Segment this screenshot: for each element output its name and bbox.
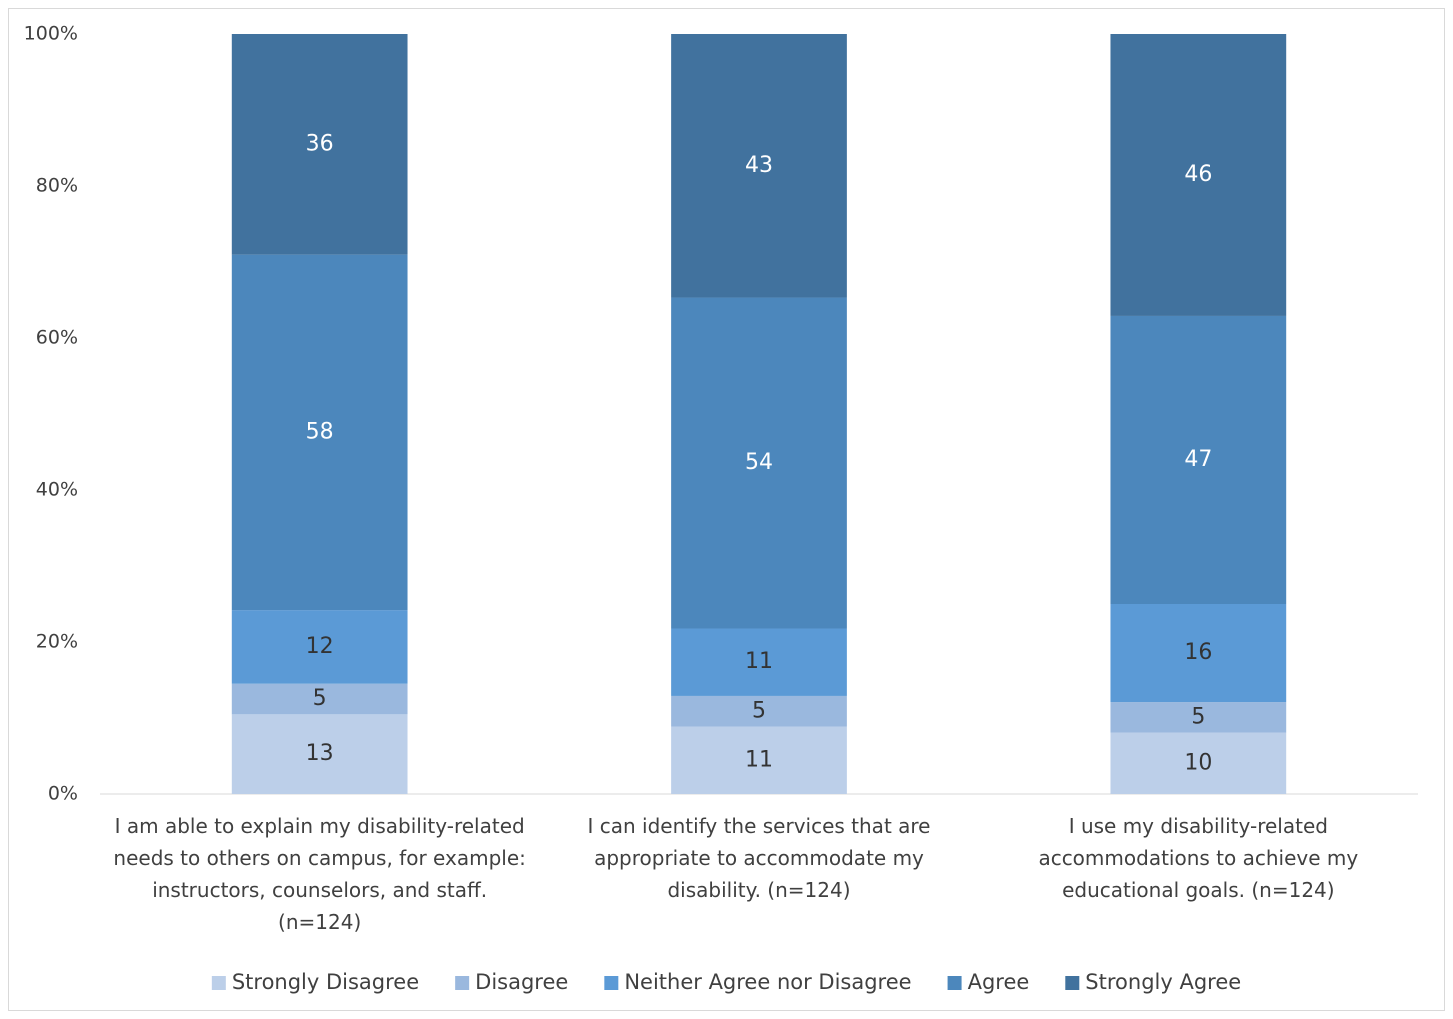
bar-segment: [1110, 315, 1287, 604]
y-tick-label: 100%: [24, 23, 78, 45]
bar-segment: [1110, 604, 1287, 703]
legend-swatch: [947, 976, 962, 990]
legend-swatch: [211, 976, 226, 990]
bar-segment: [671, 297, 847, 629]
data-label: 13: [306, 741, 334, 766]
bar-segment: [231, 714, 408, 794]
data-label: 10: [1184, 750, 1212, 775]
data-label: 11: [745, 747, 773, 772]
data-label: 16: [1184, 640, 1212, 665]
x-tick-label: I am able to explain my disability-relat…: [113, 814, 526, 934]
data-label: 43: [745, 153, 773, 178]
bar-segment: [671, 726, 847, 794]
y-tick-label: 60%: [36, 327, 78, 349]
bar-segment: [1110, 34, 1287, 316]
data-label: 11: [745, 649, 773, 674]
bar-segment: [231, 610, 408, 684]
y-tick-label: 40%: [36, 479, 78, 501]
bar-segment: [231, 34, 408, 255]
x-tick-label: I can identify the services that are app…: [587, 814, 931, 902]
legend-label: Disagree: [475, 970, 568, 994]
data-label: 54: [745, 450, 773, 475]
bar-segment: [231, 683, 408, 715]
y-tick-label: 80%: [36, 175, 78, 197]
legend-swatch: [455, 976, 470, 990]
bar-segment: [1110, 702, 1287, 733]
data-label: 46: [1184, 162, 1212, 187]
data-label: 5: [313, 686, 327, 711]
bar-segment: [671, 695, 847, 727]
legend-swatch: [604, 976, 619, 990]
x-tick-label-box: I can identify the services that are app…: [587, 814, 931, 902]
data-label: 58: [306, 419, 334, 444]
y-tick-label: 20%: [36, 631, 78, 653]
legend-swatch: [1065, 976, 1080, 990]
legend-label: Neither Agree nor Disagree: [624, 970, 911, 994]
x-tick-label-box: I use my disability-related accommodatio…: [1038, 814, 1359, 902]
legend-label: Agree: [968, 970, 1030, 994]
data-label: 47: [1184, 447, 1212, 472]
data-label: 5: [1191, 704, 1205, 729]
bar-segment: [231, 254, 408, 611]
data-label: 36: [306, 131, 334, 156]
bar-segment: [671, 628, 847, 696]
data-label: 5: [752, 698, 766, 723]
data-label: 12: [306, 634, 334, 659]
chart-border: [8, 8, 1445, 1011]
bar-segment: [1110, 732, 1287, 794]
bar-segment: [671, 34, 847, 298]
y-tick-label: 0%: [48, 783, 78, 805]
x-tick-label-box: I am able to explain my disability-relat…: [113, 814, 526, 934]
legend-label: Strongly Disagree: [232, 970, 419, 994]
legend: Strongly Disagree Disagree Neither Agree n…: [211, 970, 1241, 994]
legend-label: Strongly Agree: [1085, 970, 1241, 994]
x-tick-label: I use my disability-related accommodatio…: [1038, 814, 1359, 902]
